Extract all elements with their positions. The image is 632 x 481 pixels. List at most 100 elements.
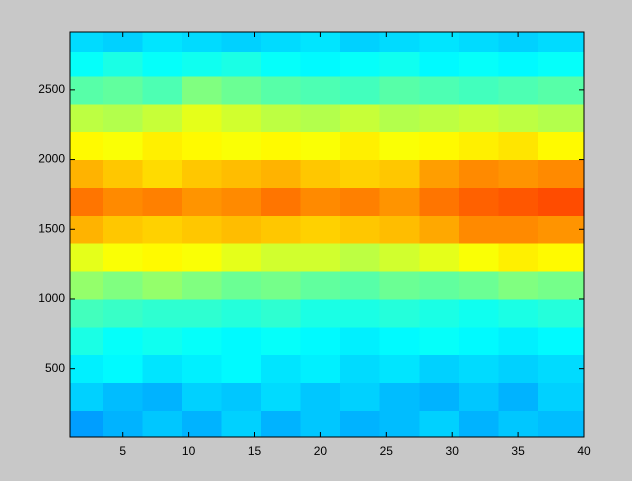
cell: [498, 75, 539, 105]
cell: [419, 103, 460, 133]
cell: [221, 75, 262, 105]
cell: [300, 32, 341, 53]
cell: [419, 410, 460, 437]
cell: [379, 410, 420, 437]
cell: [458, 271, 499, 300]
cell: [300, 103, 341, 133]
cell: [182, 51, 223, 77]
cell: [300, 215, 341, 244]
cell: [458, 131, 499, 161]
cell: [379, 131, 420, 161]
cell: [142, 215, 183, 244]
cell: [221, 159, 262, 188]
cell: [340, 159, 381, 188]
cell: [261, 75, 302, 105]
cell: [182, 410, 223, 437]
cell: [70, 103, 104, 133]
cell: [182, 187, 223, 216]
cell: [102, 187, 143, 216]
cell: [300, 354, 341, 384]
cell: [70, 159, 104, 188]
cell: [537, 271, 584, 300]
cell: [221, 410, 262, 437]
x-tick-label: 15: [248, 444, 262, 458]
cell: [261, 103, 302, 133]
cell: [70, 32, 104, 53]
cell: [102, 271, 143, 300]
cell: [498, 326, 539, 356]
y-tick-label: 500: [45, 361, 65, 375]
cell: [537, 354, 584, 384]
cell: [458, 75, 499, 105]
cell: [537, 215, 584, 244]
cell: [379, 326, 420, 356]
cell: [142, 243, 183, 272]
cell: [340, 410, 381, 437]
cell: [458, 326, 499, 356]
cell: [340, 131, 381, 161]
cell: [221, 103, 262, 133]
cell: [340, 382, 381, 412]
cell: [261, 32, 302, 53]
cell: [537, 131, 584, 161]
cell: [182, 326, 223, 356]
cell: [498, 382, 539, 412]
cell: [498, 131, 539, 161]
cell: [221, 382, 262, 412]
cell: [379, 382, 420, 412]
cell: [70, 298, 104, 328]
cell: [142, 382, 183, 412]
cell: [379, 75, 420, 105]
cell: [261, 271, 302, 300]
cell: [300, 51, 341, 77]
cell: [458, 159, 499, 188]
cell: [221, 187, 262, 216]
cell: [458, 187, 499, 216]
cell: [142, 131, 183, 161]
cell: [182, 298, 223, 328]
cell: [379, 354, 420, 384]
cell: [340, 103, 381, 133]
cell: [70, 354, 104, 384]
cell: [537, 298, 584, 328]
cell: [419, 32, 460, 53]
cell: [102, 51, 143, 77]
cell: [70, 326, 104, 356]
cell: [458, 103, 499, 133]
cell: [102, 131, 143, 161]
cell: [102, 354, 143, 384]
cell: [537, 243, 584, 272]
cell: [379, 271, 420, 300]
cell: [419, 215, 460, 244]
y-tick-label: 2500: [38, 82, 65, 96]
cell: [498, 271, 539, 300]
axes-box: [69, 31, 585, 438]
cell: [498, 103, 539, 133]
cell: [419, 382, 460, 412]
cell: [419, 326, 460, 356]
cell: [70, 271, 104, 300]
cell: [498, 32, 539, 53]
cell: [261, 298, 302, 328]
cell: [458, 32, 499, 53]
cell: [340, 32, 381, 53]
cell: [70, 131, 104, 161]
cell: [340, 326, 381, 356]
cell: [102, 326, 143, 356]
cell: [221, 243, 262, 272]
cell: [300, 271, 341, 300]
x-tick-label: 30: [446, 444, 460, 458]
cell: [182, 159, 223, 188]
cell: [419, 187, 460, 216]
cell: [419, 243, 460, 272]
cell: [498, 187, 539, 216]
cell: [261, 382, 302, 412]
cell: [498, 159, 539, 188]
cell: [537, 159, 584, 188]
cell: [300, 131, 341, 161]
x-tick-label: 40: [577, 444, 591, 458]
cell: [379, 215, 420, 244]
cell: [261, 159, 302, 188]
cell: [300, 243, 341, 272]
cell: [537, 75, 584, 105]
